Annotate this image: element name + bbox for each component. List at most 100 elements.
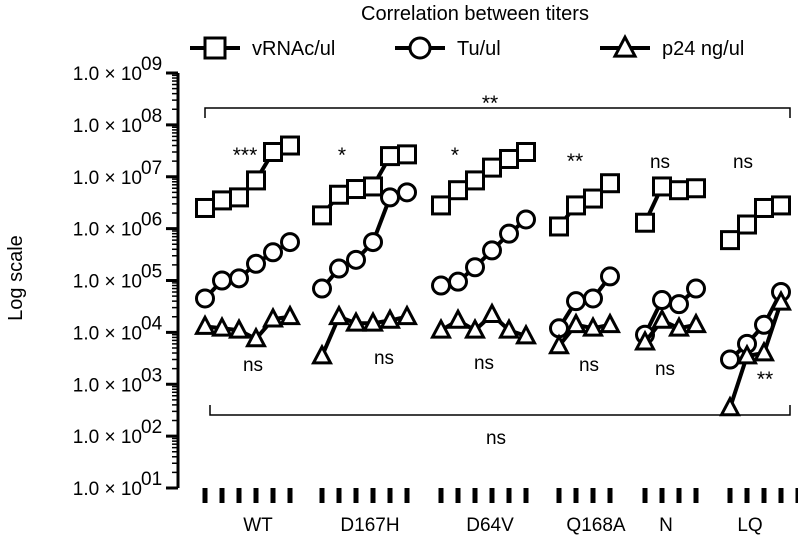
significance-label: ns: [650, 152, 670, 173]
data-point: [212, 270, 232, 291]
significance-brackets: **ns: [204, 92, 791, 449]
significance-label: **: [567, 150, 583, 173]
data-point: [279, 304, 301, 326]
data-point: [312, 278, 332, 299]
top-bracket-label: **: [482, 92, 498, 115]
y-tick-label: 1.0 × 10: [73, 64, 142, 85]
y-tick-label: 1.0 × 10: [73, 427, 142, 448]
data-point: [498, 317, 520, 339]
data-point: [548, 333, 570, 355]
data-point: [583, 188, 603, 209]
data-point: [566, 195, 586, 216]
data-point: [312, 205, 332, 226]
data-point: [771, 195, 791, 216]
data-point: [720, 349, 740, 370]
y-tick-label: 1.0 × 10: [73, 168, 142, 189]
data-point: [329, 258, 349, 279]
data-point: [447, 308, 469, 329]
data-point: [263, 242, 283, 263]
data-point: [397, 144, 417, 165]
data-point: [754, 197, 774, 218]
data-point: [448, 271, 468, 292]
data-point: [668, 315, 690, 337]
data-point: [346, 179, 366, 200]
data-point: [245, 326, 267, 348]
data-point: [229, 187, 249, 208]
y-tick-label: 1.0 × 10: [73, 375, 142, 396]
data-point: [430, 317, 452, 339]
data-point: [549, 216, 569, 237]
data-point: [652, 176, 672, 197]
data-point: [363, 176, 383, 197]
data-point: [448, 180, 468, 201]
data-point: [482, 240, 502, 261]
data-point: [195, 197, 215, 218]
legend-marker: [408, 36, 432, 60]
significance-label: **: [757, 368, 773, 391]
data-point: [246, 253, 266, 274]
y-tick-label-exponent: 09: [141, 54, 162, 75]
data-point: [211, 315, 233, 337]
x-category-label: D64V: [466, 515, 514, 536]
y-axis: 1.0 × 10 011.0 × 10 021.0 × 10 031.0 × 10 04…: [73, 54, 180, 500]
chart-title: Correlation between titers: [361, 3, 589, 25]
x-axis: WT D167H D64V Q168A N LQ: [202, 488, 798, 536]
x-category-label: Q168A: [566, 515, 625, 536]
data-point: [228, 317, 250, 339]
data-point: [736, 343, 758, 365]
legend-marker: [612, 33, 638, 58]
data-point: [481, 302, 503, 323]
data-point: [516, 141, 536, 162]
data-point: [686, 178, 706, 199]
y-tick-label-exponent: 03: [141, 365, 162, 386]
y-tick-label-exponent: 02: [141, 417, 162, 438]
significance-label: *: [338, 144, 346, 167]
y-tick-label: 1.0 × 10: [73, 323, 142, 344]
data-point: [397, 182, 417, 203]
data-point: [345, 310, 367, 332]
significance-label: ns: [733, 152, 753, 173]
data-point: [465, 257, 485, 278]
y-tick-label-exponent: 04: [141, 313, 163, 334]
data-point: [737, 214, 757, 235]
data-point: [246, 170, 266, 191]
data-point: [431, 275, 451, 296]
series-line: [728, 301, 783, 409]
significance-label: ns: [474, 353, 494, 374]
data-point: [362, 310, 384, 332]
data-point: [280, 232, 300, 253]
data-point: [770, 289, 792, 311]
data-point: [195, 288, 215, 309]
top-bracket: [204, 107, 791, 118]
data-point: [599, 312, 621, 334]
data-point: [482, 157, 502, 178]
significance-label: ns: [579, 355, 599, 376]
data-point: [565, 312, 587, 334]
significance-label: ***: [233, 144, 258, 167]
x-category-label: N: [659, 515, 673, 536]
data-point: [685, 312, 707, 334]
legend-label: vRNAc/ul: [252, 38, 335, 60]
data-point: [465, 170, 485, 191]
y-tick-label: 1.0 × 10: [73, 220, 142, 241]
data-point: [262, 306, 284, 328]
y-tick-label-exponent: 05: [141, 262, 162, 283]
data-point: [431, 195, 451, 216]
data-point: [600, 173, 620, 194]
x-category-label: LQ: [737, 515, 762, 536]
data-point: [720, 230, 740, 251]
data-point: [499, 148, 519, 169]
legend: vRNAc/ul Tu/ul p24 ng/ul: [190, 33, 744, 60]
series-line: [557, 322, 611, 348]
legend-marker: [203, 36, 227, 60]
data-point: [516, 209, 536, 230]
significance-label: *: [451, 144, 459, 167]
data-point: [363, 232, 383, 253]
data-point: [396, 304, 418, 326]
x-category-label: D167H: [340, 515, 399, 536]
data-point: [229, 268, 249, 289]
data-point: [719, 395, 741, 417]
significance-label: ns: [243, 355, 263, 376]
data-point: [652, 290, 672, 311]
